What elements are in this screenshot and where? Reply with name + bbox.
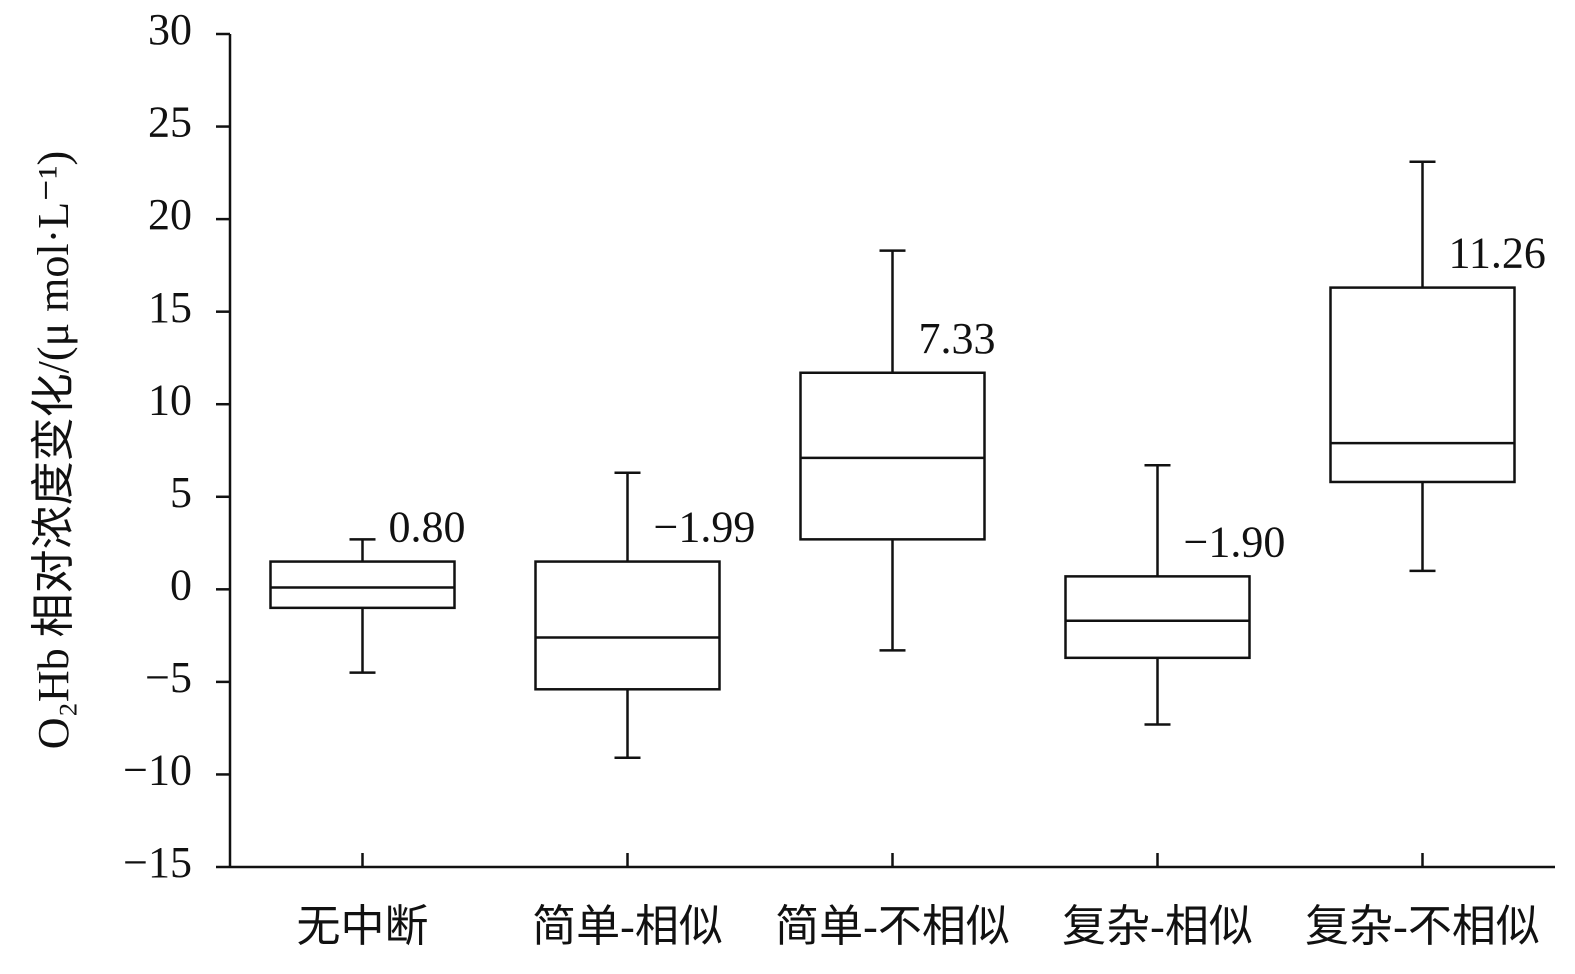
x-tick-label: 简单-相似 — [532, 902, 723, 951]
box — [269, 560, 456, 610]
y-tick-label: 10 — [148, 375, 192, 424]
box — [799, 371, 986, 541]
mean-label: 0.80 — [389, 503, 466, 552]
mean-label: 7.33 — [919, 314, 996, 363]
y-axis-label: O₂Hb 相对浓度变化/(μ mol·L⁻¹) — [29, 151, 78, 749]
y-tick-label: 5 — [170, 468, 192, 517]
x-tick-label: 简单-不相似 — [775, 902, 1010, 951]
y-tick-label: 20 — [148, 190, 192, 239]
y-tick-label: 25 — [148, 98, 192, 147]
y-tick-label: 0 — [170, 560, 192, 609]
y-tick-label: 30 — [148, 5, 192, 54]
y-tick-label: 15 — [148, 283, 192, 332]
box — [1064, 575, 1251, 660]
mean-label: −1.99 — [654, 503, 756, 552]
y-tick-label: −15 — [123, 838, 192, 887]
x-tick-label: 复杂-不相似 — [1305, 902, 1540, 951]
x-tick-label: 无中断 — [297, 902, 429, 951]
box — [1329, 286, 1516, 484]
x-tick-label: 复杂-相似 — [1062, 902, 1253, 951]
box — [534, 560, 721, 691]
mean-label: 11.26 — [1449, 229, 1546, 278]
mean-label: −1.90 — [1184, 517, 1286, 566]
y-tick-label: −10 — [123, 746, 192, 795]
y-tick-label: −5 — [145, 653, 192, 702]
